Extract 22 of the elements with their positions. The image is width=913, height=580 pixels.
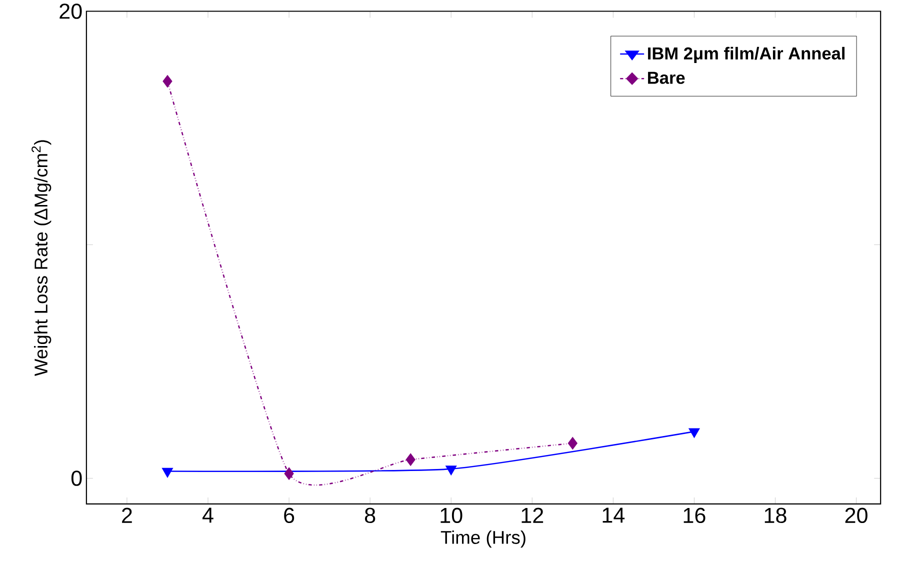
point [688, 428, 700, 438]
x-tick-label: 8 [364, 508, 376, 524]
y-tick-label: 0 [71, 470, 82, 486]
point [162, 75, 172, 88]
x-tick-label: 4 [202, 508, 214, 523]
point [162, 468, 173, 478]
x-tick-label: 12 [522, 508, 544, 524]
x-tick-label: 18 [764, 508, 786, 524]
x-tick-label: 14 [602, 508, 625, 523]
y-axis-title: Weight Loss Rate (ΔMg/cm$^{2}$) [32, 140, 52, 376]
legend-label: IBM 2μm film/Air Anneal [648, 47, 845, 64]
x-tick-label: 20 [845, 508, 868, 524]
x-tick-label: 16 [684, 508, 706, 524]
x-tick-label: 10 [440, 508, 462, 524]
legend-label: Bare [648, 72, 685, 84]
x-tick-label: 2 [122, 508, 132, 524]
point [446, 466, 456, 476]
x-axis-title: Time (Hrs) [440, 530, 526, 548]
x-tick-label: 6 [284, 508, 294, 524]
point [568, 437, 578, 450]
point [284, 468, 294, 480]
point [406, 454, 416, 466]
